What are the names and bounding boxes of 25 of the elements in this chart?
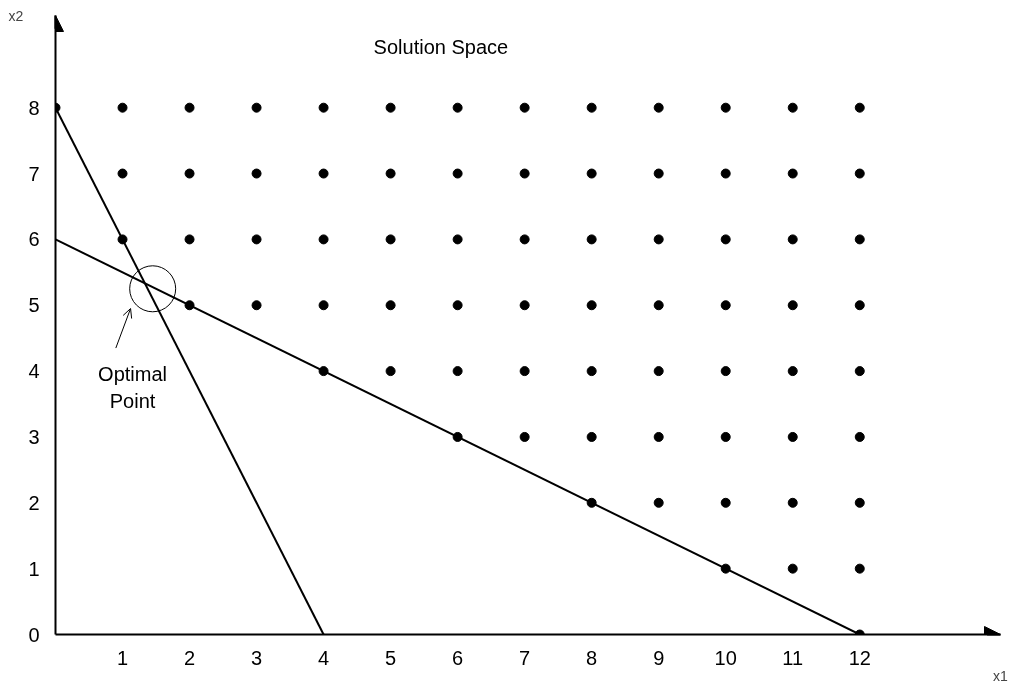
y-tick-label: 4	[28, 360, 40, 383]
y-tick-label: 1	[28, 557, 40, 580]
x-tick-label: 10	[714, 646, 737, 669]
y-axis-title: x2	[8, 7, 24, 24]
annotation: Optimal Point	[98, 363, 168, 412]
text: Solution Space	[373, 36, 509, 59]
y-tick-label: 0	[28, 623, 40, 646]
y-tick-label: 8	[28, 96, 40, 119]
x-tick-label: 9	[653, 646, 665, 669]
y-tick-label: 2	[28, 491, 40, 514]
x-tick-label: 1	[116, 646, 129, 669]
x-tick-label: 5	[385, 646, 397, 669]
x-tick-label: 12	[848, 646, 871, 669]
x-tick-label: 4	[318, 646, 330, 669]
y-tick-label: 3	[28, 425, 40, 448]
x-tick-label: 11	[782, 646, 804, 669]
x-tick-label: 7	[519, 646, 531, 669]
y-tick-label: 7	[28, 162, 40, 185]
y-tick-label: 5	[28, 294, 40, 317]
y-tick-label: 6	[28, 228, 40, 251]
x-axis-title: x1	[993, 667, 1009, 684]
x-tick-label: 8	[586, 646, 598, 669]
x-tick-label: 2	[183, 646, 196, 669]
x-tick-label: 3	[251, 646, 263, 669]
x-tick-label: 6	[452, 646, 464, 669]
